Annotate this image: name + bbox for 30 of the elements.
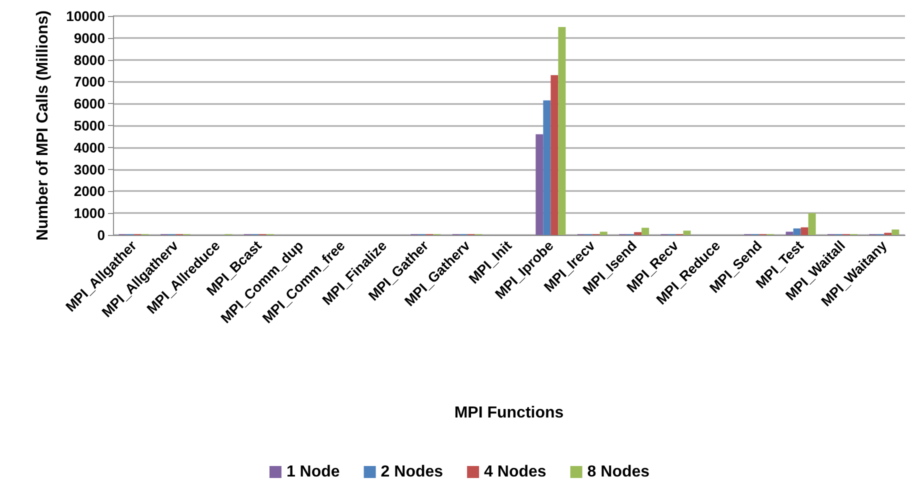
y-tick-label: 8000 xyxy=(74,52,106,68)
legend-label: 8 Nodes xyxy=(587,464,650,480)
y-axis-title: Number of MPI Calls (Millions) xyxy=(34,10,52,241)
legend-label: 1 Node xyxy=(286,464,340,480)
y-tick-label: 6000 xyxy=(74,96,106,112)
y-tick-label: 9000 xyxy=(74,30,106,46)
bar xyxy=(550,75,558,235)
bar xyxy=(800,227,808,235)
x-axis-title: MPI Functions xyxy=(454,404,564,422)
bar xyxy=(600,232,608,235)
bar xyxy=(892,230,900,235)
legend-label: 2 Nodes xyxy=(380,464,444,480)
y-tick-label: 0 xyxy=(97,227,106,243)
bar xyxy=(793,228,801,235)
bar xyxy=(808,213,816,235)
bar xyxy=(536,134,544,235)
bar xyxy=(558,26,566,235)
y-tick-label: 7000 xyxy=(74,74,106,90)
y-tick-label: 3000 xyxy=(74,161,106,178)
bar xyxy=(543,100,551,235)
bar xyxy=(642,228,650,235)
legend-label: 4 Nodes xyxy=(484,464,546,480)
bar xyxy=(683,230,691,235)
y-tick-label: 2000 xyxy=(74,183,106,200)
y-tick-label: 1000 xyxy=(74,205,106,222)
y-tick-label: 10000 xyxy=(66,8,106,24)
bar xyxy=(786,232,794,235)
bar xyxy=(634,232,642,235)
y-tick-label: 5000 xyxy=(74,118,106,134)
y-tick-label: 4000 xyxy=(74,139,106,156)
